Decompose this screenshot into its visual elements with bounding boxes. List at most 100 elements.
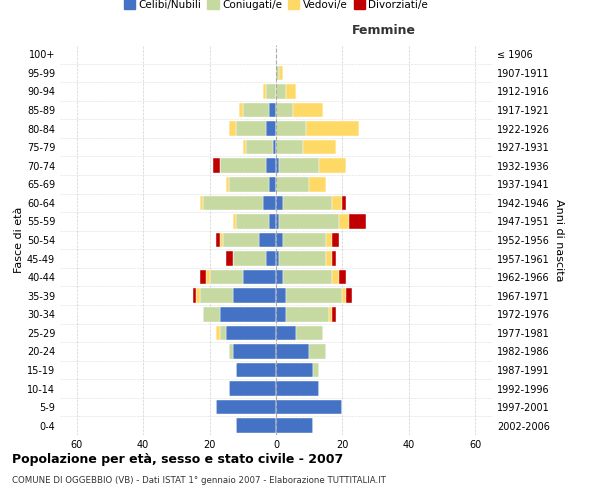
- Bar: [216, 400, 276, 414]
- Bar: [226, 252, 233, 266]
- Bar: [220, 307, 276, 322]
- Bar: [332, 270, 339, 284]
- Bar: [229, 122, 236, 136]
- Bar: [266, 252, 276, 266]
- Bar: [233, 288, 276, 303]
- Bar: [229, 382, 276, 396]
- Bar: [233, 344, 276, 358]
- Bar: [276, 177, 309, 192]
- Bar: [293, 103, 323, 117]
- Bar: [339, 214, 349, 228]
- Bar: [263, 84, 266, 98]
- Bar: [276, 158, 280, 173]
- Bar: [332, 307, 336, 322]
- Bar: [206, 270, 209, 284]
- Bar: [276, 326, 296, 340]
- Bar: [283, 270, 332, 284]
- Bar: [329, 307, 332, 322]
- Bar: [226, 177, 229, 192]
- Bar: [276, 66, 280, 80]
- Bar: [200, 196, 203, 210]
- Bar: [346, 288, 352, 303]
- Bar: [283, 196, 332, 210]
- Bar: [246, 140, 272, 154]
- Bar: [276, 214, 280, 228]
- Bar: [276, 344, 309, 358]
- Bar: [286, 84, 296, 98]
- Text: COMUNE DI OGGEBBIO (VB) - Dati ISTAT 1° gennaio 2007 - Elaborazione TUTTITALIA.I: COMUNE DI OGGEBBIO (VB) - Dati ISTAT 1° …: [12, 476, 386, 485]
- Bar: [280, 214, 339, 228]
- Bar: [326, 233, 332, 247]
- Bar: [203, 196, 263, 210]
- Bar: [276, 270, 283, 284]
- Bar: [332, 252, 336, 266]
- Bar: [243, 140, 246, 154]
- Bar: [276, 140, 302, 154]
- Bar: [326, 252, 332, 266]
- Bar: [276, 122, 306, 136]
- Bar: [272, 140, 276, 154]
- Text: Popolazione per età, sesso e stato civile - 2007: Popolazione per età, sesso e stato civil…: [12, 452, 343, 466]
- Bar: [266, 84, 276, 98]
- Bar: [220, 326, 226, 340]
- Bar: [266, 122, 276, 136]
- Bar: [332, 196, 343, 210]
- Bar: [276, 363, 313, 377]
- Bar: [203, 307, 220, 322]
- Bar: [286, 307, 329, 322]
- Bar: [236, 214, 269, 228]
- Bar: [193, 288, 196, 303]
- Bar: [269, 103, 276, 117]
- Bar: [313, 363, 319, 377]
- Bar: [213, 158, 220, 173]
- Bar: [236, 418, 276, 433]
- Bar: [276, 400, 343, 414]
- Bar: [229, 177, 269, 192]
- Bar: [349, 214, 366, 228]
- Bar: [209, 270, 243, 284]
- Bar: [283, 233, 326, 247]
- Bar: [276, 196, 283, 210]
- Bar: [276, 252, 280, 266]
- Bar: [233, 252, 266, 266]
- Bar: [216, 233, 220, 247]
- Bar: [276, 84, 286, 98]
- Bar: [276, 103, 293, 117]
- Bar: [220, 233, 223, 247]
- Bar: [309, 344, 326, 358]
- Text: Femmine: Femmine: [352, 24, 416, 37]
- Bar: [276, 382, 319, 396]
- Bar: [243, 270, 276, 284]
- Bar: [319, 158, 346, 173]
- Bar: [343, 196, 346, 210]
- Bar: [200, 270, 206, 284]
- Y-axis label: Anni di nascita: Anni di nascita: [554, 198, 563, 281]
- Legend: Celibi/Nubili, Coniugati/e, Vedovi/e, Divorziati/e: Celibi/Nubili, Coniugati/e, Vedovi/e, Di…: [119, 0, 433, 14]
- Bar: [309, 177, 326, 192]
- Bar: [280, 66, 283, 80]
- Bar: [236, 122, 266, 136]
- Bar: [276, 288, 286, 303]
- Bar: [280, 158, 319, 173]
- Bar: [226, 326, 276, 340]
- Bar: [276, 418, 313, 433]
- Bar: [269, 214, 276, 228]
- Bar: [296, 326, 323, 340]
- Bar: [263, 196, 276, 210]
- Bar: [280, 252, 326, 266]
- Bar: [276, 233, 283, 247]
- Bar: [339, 270, 346, 284]
- Bar: [239, 103, 243, 117]
- Bar: [223, 233, 259, 247]
- Bar: [243, 103, 269, 117]
- Bar: [266, 158, 276, 173]
- Bar: [236, 363, 276, 377]
- Y-axis label: Fasce di età: Fasce di età: [14, 207, 24, 273]
- Bar: [306, 122, 359, 136]
- Bar: [229, 344, 233, 358]
- Bar: [259, 233, 276, 247]
- Bar: [332, 233, 339, 247]
- Bar: [220, 158, 266, 173]
- Bar: [269, 177, 276, 192]
- Bar: [302, 140, 336, 154]
